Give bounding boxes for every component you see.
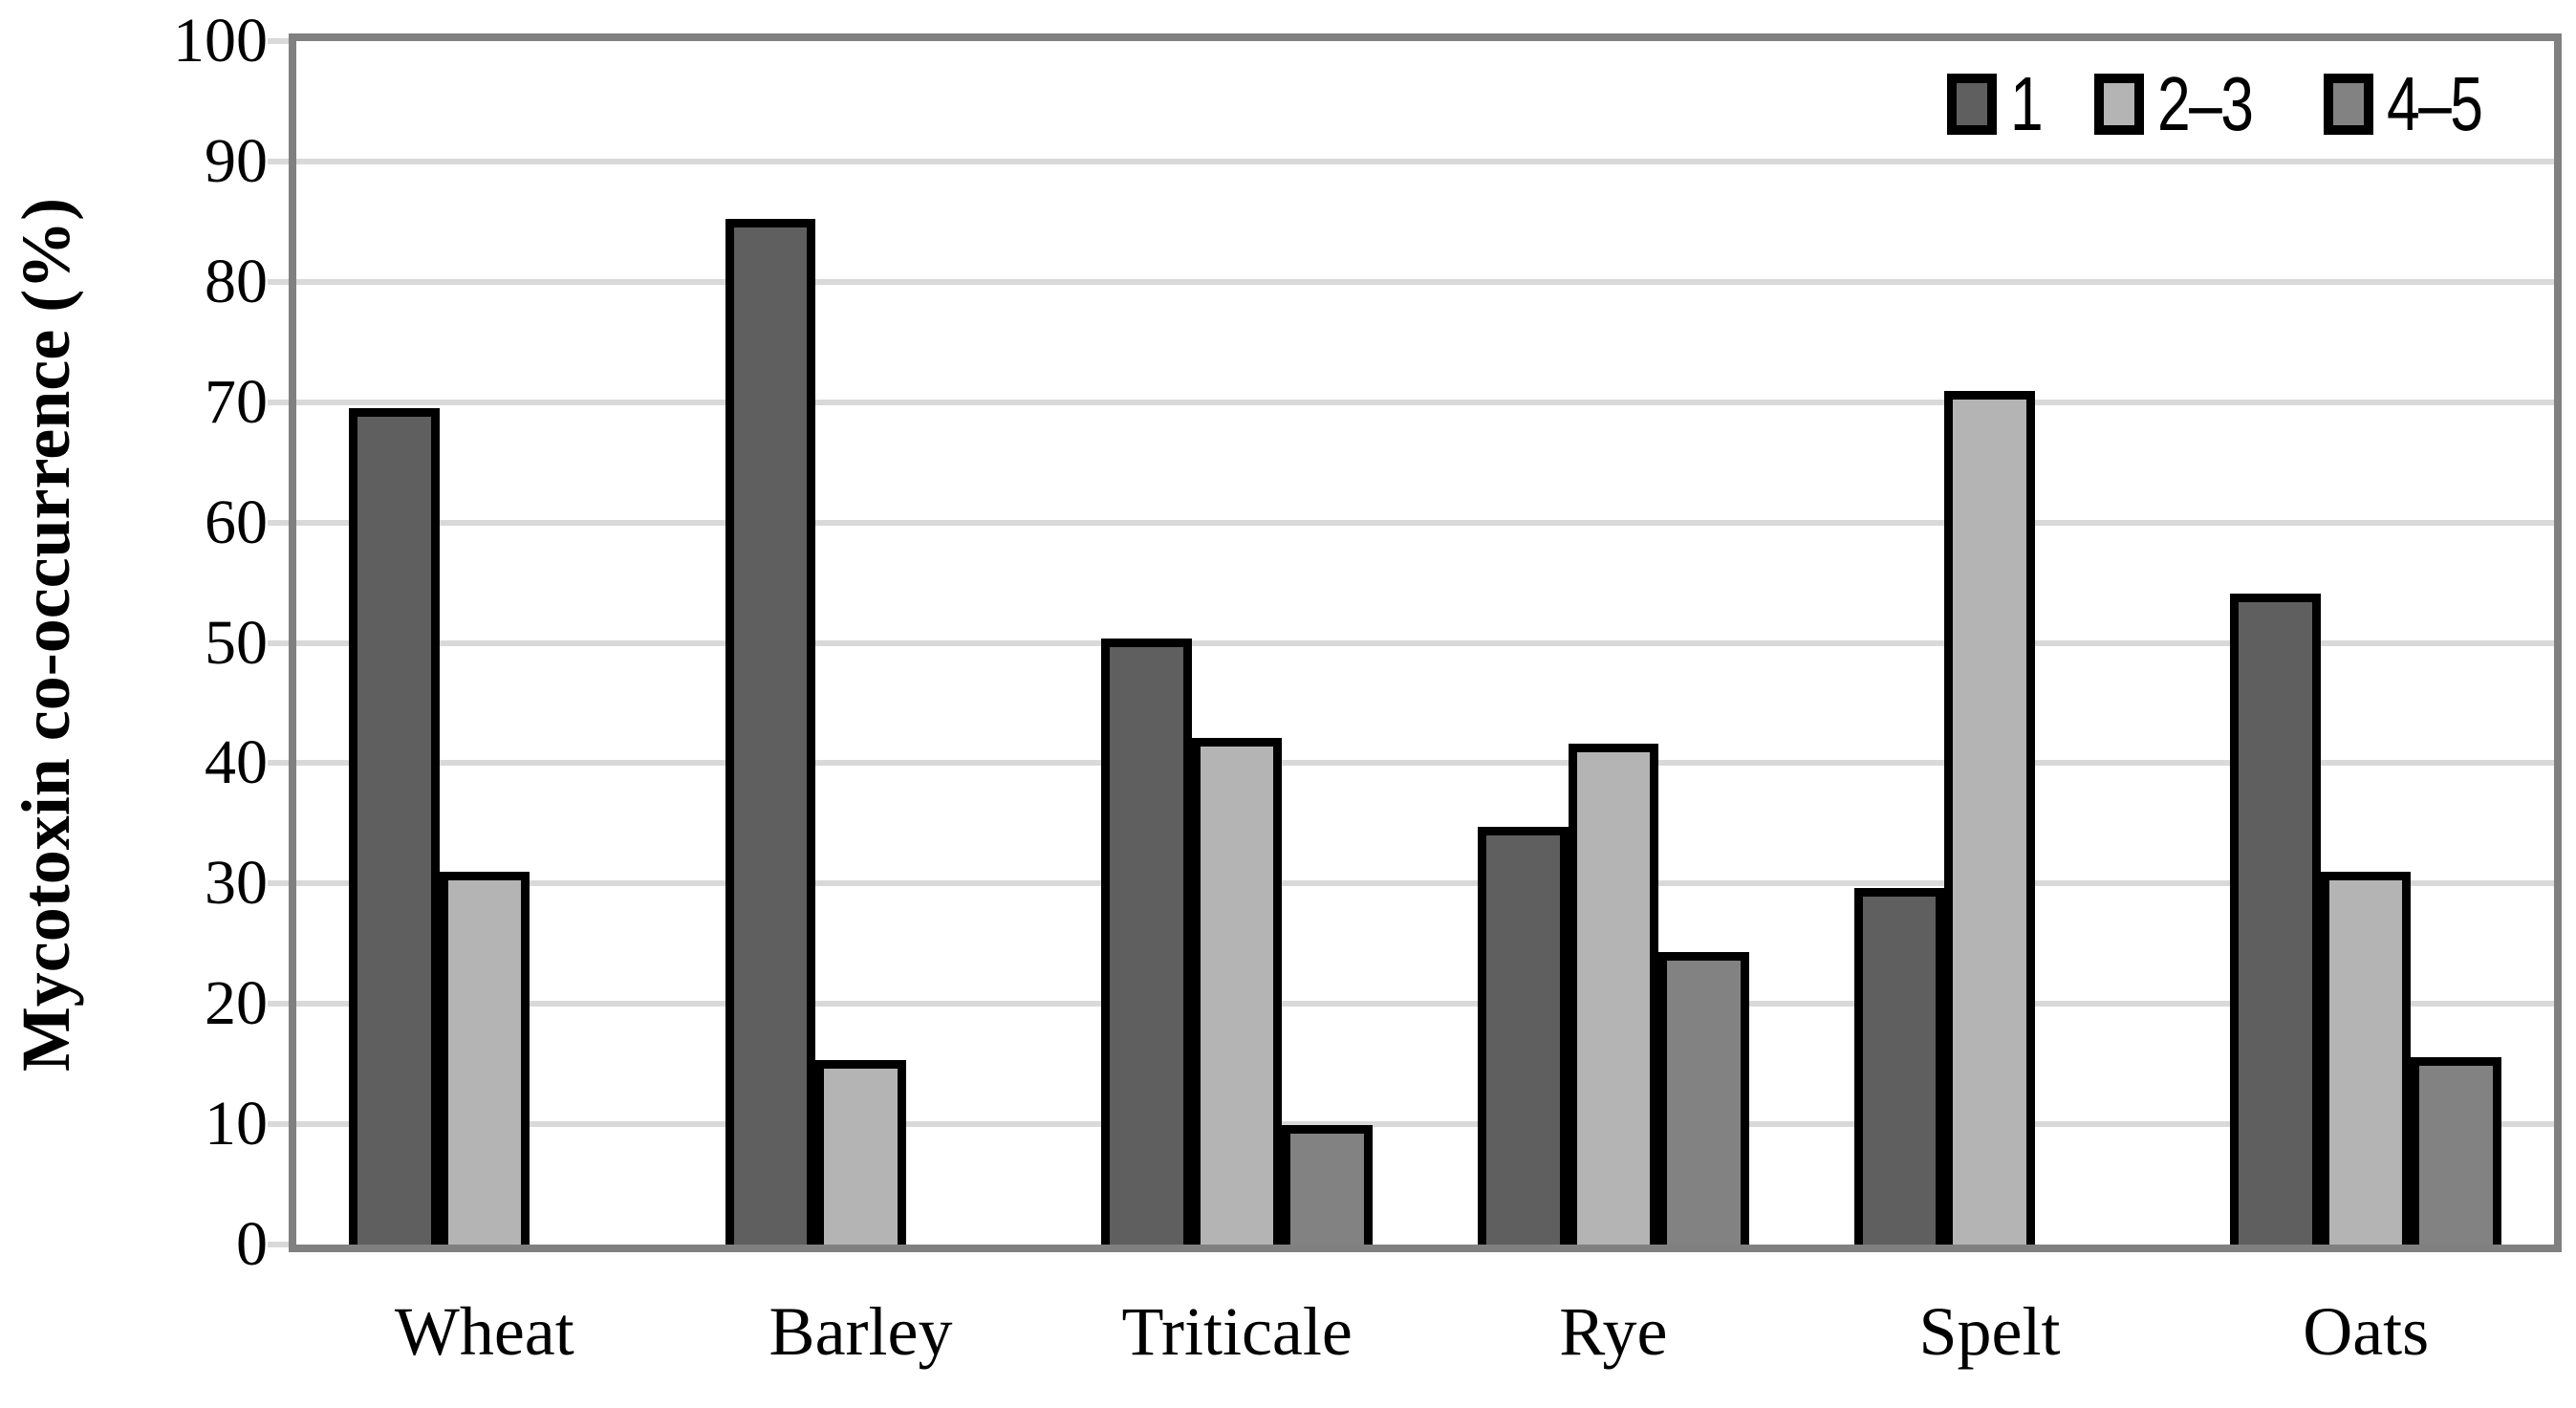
x-label-wheat: Wheat bbox=[394, 1293, 574, 1370]
legend-item-4–5: 4–5 bbox=[2323, 61, 2508, 146]
tick-0 bbox=[268, 1242, 289, 1247]
y-tick-label-50: 50 bbox=[205, 607, 268, 678]
tick-50 bbox=[268, 639, 289, 646]
bar-spelt-2–3 bbox=[1944, 391, 2035, 1245]
tick-100 bbox=[268, 38, 289, 44]
legend-swatch-icon bbox=[1946, 74, 1997, 135]
tick-10 bbox=[268, 1121, 289, 1128]
tick-90 bbox=[268, 158, 289, 164]
x-label-triticale: Triticale bbox=[1121, 1293, 1353, 1370]
y-tick-label-70: 70 bbox=[205, 366, 268, 437]
plot-area: 1 2–3 4–5 bbox=[268, 33, 2562, 1252]
gridline-70 bbox=[296, 399, 2554, 405]
tick-30 bbox=[268, 880, 289, 887]
y-tick-label-40: 40 bbox=[205, 727, 268, 798]
gridline-60 bbox=[296, 519, 2554, 526]
x-label-rye: Rye bbox=[1559, 1293, 1668, 1370]
tick-80 bbox=[268, 278, 289, 285]
gridline-10 bbox=[296, 1121, 2554, 1128]
bar-triticale-4–5 bbox=[1282, 1125, 1373, 1245]
tick-60 bbox=[268, 519, 289, 526]
gridline-40 bbox=[296, 760, 2554, 767]
tick-40 bbox=[268, 760, 289, 767]
x-label-oats: Oats bbox=[2303, 1293, 2430, 1370]
bar-oats-2–3 bbox=[2320, 871, 2412, 1245]
bar-spelt-1 bbox=[1853, 888, 1945, 1245]
gridline-90 bbox=[296, 158, 2554, 164]
gridline-20 bbox=[296, 1001, 2554, 1007]
bar-triticale-1 bbox=[1101, 638, 1192, 1245]
y-tick-label-90: 90 bbox=[205, 125, 268, 196]
gridline-80 bbox=[296, 278, 2554, 285]
y-tick-label-20: 20 bbox=[205, 968, 268, 1039]
bar-barley-2–3 bbox=[815, 1060, 906, 1245]
y-tick-label-30: 30 bbox=[205, 848, 268, 919]
x-label-spelt: Spelt bbox=[1918, 1293, 2061, 1370]
bar-rye-2–3 bbox=[1568, 744, 1659, 1245]
legend-swatch-icon bbox=[2323, 74, 2373, 135]
legend-label: 4–5 bbox=[2386, 61, 2483, 146]
legend-label: 2–3 bbox=[2157, 61, 2254, 146]
bar-rye-1 bbox=[1478, 827, 1569, 1245]
bar-wheat-2–3 bbox=[439, 871, 530, 1245]
bar-oats-1 bbox=[2230, 593, 2321, 1245]
legend: 1 2–3 4–5 bbox=[1946, 61, 2508, 146]
y-tick-label-10: 10 bbox=[205, 1089, 268, 1159]
legend-item-2–3: 2–3 bbox=[2094, 66, 2279, 142]
y-tick-label-0: 0 bbox=[236, 1209, 268, 1279]
bar-triticale-2–3 bbox=[1191, 738, 1283, 1245]
x-axis-category-labels: Wheat Barley Triticale Rye Spelt Oats bbox=[296, 1292, 2554, 1372]
bar-oats-4–5 bbox=[2411, 1056, 2501, 1245]
gridline-50 bbox=[296, 639, 2554, 646]
legend-swatch-icon bbox=[2094, 74, 2145, 135]
x-label-barley: Barley bbox=[768, 1293, 953, 1370]
y-tick-label-60: 60 bbox=[205, 487, 268, 557]
bar-wheat-1 bbox=[349, 408, 440, 1245]
y-tick-label-80: 80 bbox=[205, 246, 268, 316]
bar-rye-4–5 bbox=[1658, 952, 1749, 1245]
gridline-30 bbox=[296, 880, 2554, 887]
legend-label: 1 bbox=[2009, 61, 2044, 146]
y-tick-label-100: 100 bbox=[173, 6, 268, 76]
bar-barley-1 bbox=[725, 219, 816, 1245]
legend-item-1: 1 bbox=[1946, 61, 2051, 146]
tick-70 bbox=[268, 399, 289, 405]
tick-20 bbox=[268, 1001, 289, 1007]
